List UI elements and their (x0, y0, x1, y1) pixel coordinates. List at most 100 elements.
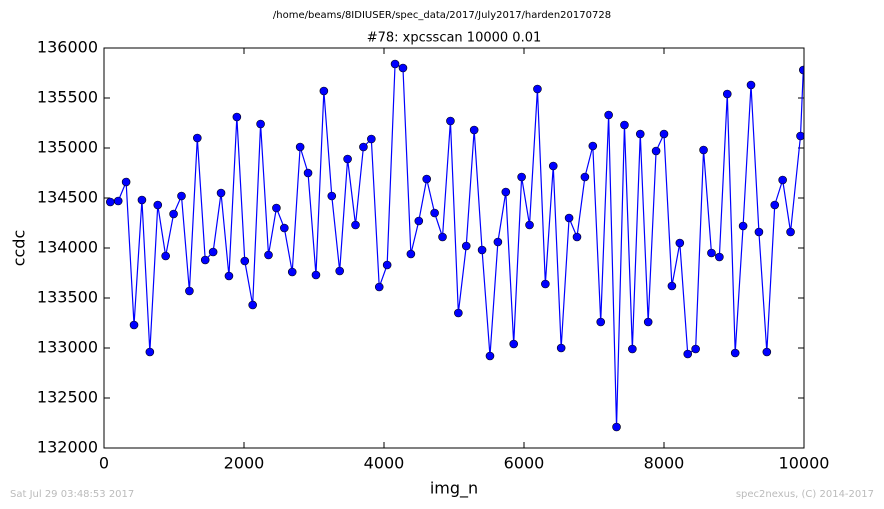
x-axis-label: img_n (430, 479, 478, 499)
point (240, 256, 250, 266)
point (430, 208, 439, 218)
point (311, 270, 321, 280)
y-tick-label: 132500 (37, 388, 98, 407)
point (382, 260, 392, 270)
footer-right: spec2nexus, (C) 2014-2017 (736, 489, 874, 500)
y-tick-label: 133000 (37, 338, 98, 357)
y-tick-label: 135000 (37, 138, 98, 157)
point (343, 154, 352, 164)
point (327, 191, 337, 201)
point (572, 232, 582, 242)
point (208, 247, 218, 257)
point (121, 177, 131, 187)
chart-title: #78: xpcsscan 10000 0.01 (367, 31, 542, 46)
point (715, 252, 724, 262)
point (707, 248, 716, 258)
point (280, 223, 289, 233)
point (390, 59, 400, 69)
point (746, 80, 756, 90)
point (113, 196, 123, 206)
point (525, 220, 534, 230)
point (604, 110, 613, 120)
y-axis-label: ccdc (10, 230, 29, 267)
point (232, 112, 242, 122)
point (556, 343, 566, 353)
footer-left: Sat Jul 29 03:48:53 2017 (10, 489, 134, 500)
point (319, 86, 329, 96)
point (264, 250, 273, 260)
point (643, 317, 653, 327)
point (335, 266, 344, 276)
point (754, 227, 764, 237)
point (359, 142, 368, 152)
y-tick-label: 134500 (37, 188, 98, 207)
point (446, 116, 455, 126)
y-tick-label: 132000 (37, 438, 98, 457)
point (730, 348, 740, 358)
x-tick-label: 4000 (364, 454, 405, 473)
point (106, 197, 115, 207)
point (501, 187, 511, 197)
point (799, 65, 804, 75)
point (193, 133, 202, 143)
point (177, 191, 186, 201)
point (137, 195, 147, 205)
x-tick-label: 2000 (224, 454, 265, 473)
point (287, 267, 297, 277)
point (683, 349, 693, 359)
point (422, 174, 432, 184)
point (541, 279, 550, 289)
point (248, 300, 257, 310)
y-tick-label: 136000 (37, 38, 98, 57)
point (200, 255, 210, 265)
point (564, 213, 574, 223)
point (145, 347, 155, 357)
axes-frame (103, 47, 805, 449)
point (778, 175, 787, 185)
point (628, 344, 637, 354)
point (477, 245, 487, 255)
point (691, 344, 700, 354)
point (517, 172, 526, 182)
point (406, 249, 416, 259)
point (185, 286, 194, 296)
point (786, 227, 795, 237)
point (596, 317, 606, 327)
point (667, 281, 677, 291)
point (367, 134, 376, 144)
x-tick-label: 6000 (504, 454, 545, 473)
point (295, 142, 305, 152)
point (374, 282, 384, 292)
point (762, 347, 772, 357)
point (272, 203, 281, 213)
point (216, 188, 226, 198)
point (770, 200, 780, 210)
point (256, 119, 265, 129)
point (493, 237, 503, 247)
point (153, 200, 163, 210)
line (110, 63, 804, 428)
point (129, 320, 139, 330)
point (469, 125, 479, 135)
point (588, 141, 598, 151)
point (651, 146, 661, 156)
point (635, 129, 645, 139)
point (161, 251, 170, 261)
y-tick-label: 135500 (37, 88, 98, 107)
point (454, 308, 463, 318)
point (722, 89, 732, 99)
point (548, 161, 558, 171)
x-tick-label: 0 (99, 454, 109, 473)
point (796, 131, 804, 141)
y-tick-label: 134000 (37, 238, 98, 257)
point (675, 238, 685, 248)
point (224, 271, 234, 281)
point (580, 172, 590, 182)
series (106, 59, 804, 432)
point (303, 168, 313, 178)
suptitle: /home/beams/8IDIUSER/spec_data/2017/July… (273, 10, 611, 21)
point (398, 63, 408, 73)
point (533, 84, 542, 94)
x-tick-label: 10000 (779, 454, 830, 473)
